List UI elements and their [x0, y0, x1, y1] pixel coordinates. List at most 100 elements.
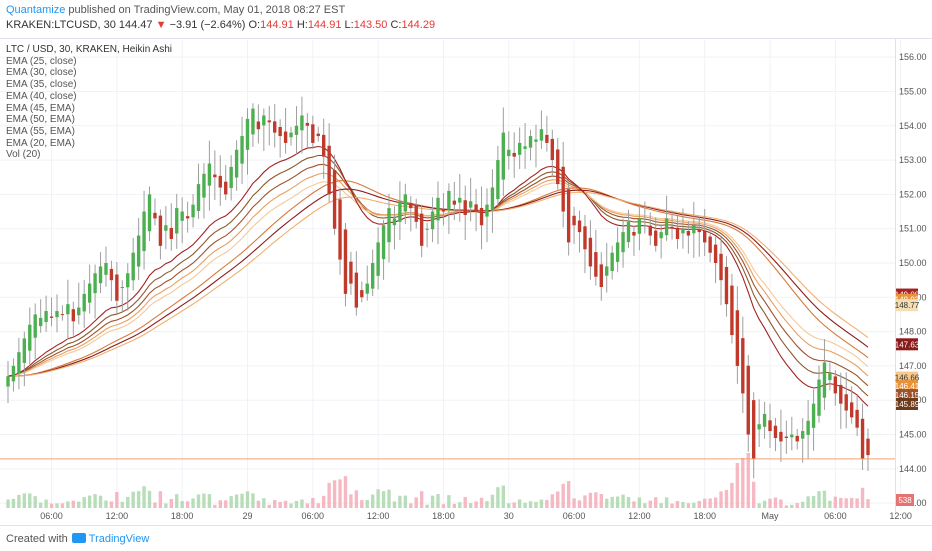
- volume-bar: [305, 503, 310, 508]
- candle-body: [822, 362, 827, 398]
- volume-bar: [479, 497, 484, 508]
- candle-body: [381, 225, 386, 260]
- candle-body: [17, 352, 21, 374]
- price-tick-label: 156.00: [899, 52, 927, 62]
- volume-bar: [534, 501, 538, 508]
- volume-bar: [713, 497, 718, 508]
- price-labels: 149.08148.93148.77147.63146.66146.41146.…: [895, 288, 920, 506]
- volume-bar: [180, 501, 184, 508]
- volume-bar: [860, 487, 865, 508]
- candle-body: [550, 138, 554, 161]
- candle-body: [60, 314, 65, 316]
- candle-body: [534, 139, 538, 142]
- publisher-link[interactable]: Quantamize: [6, 4, 66, 16]
- legend-ema-30[interactable]: EMA (30, close): [6, 67, 77, 79]
- candle-body: [142, 211, 146, 252]
- candle-body: [403, 194, 408, 212]
- volume-bar: [311, 498, 315, 508]
- volume-bar: [441, 504, 446, 508]
- volume-bar: [621, 494, 625, 508]
- legend-ema-55[interactable]: EMA (55, EMA): [6, 125, 75, 137]
- volume-bar: [686, 503, 691, 508]
- candle-body: [556, 149, 560, 185]
- candle-body: [839, 384, 843, 404]
- legend-ema-25[interactable]: EMA (25, close): [6, 55, 77, 67]
- price-tick-label: 148.00: [899, 327, 927, 337]
- volume-bar: [659, 503, 663, 508]
- volume-label-text: 538: [898, 496, 912, 505]
- volume-bar: [196, 494, 201, 508]
- low-label: L:: [344, 19, 354, 31]
- volume-bar: [120, 501, 124, 508]
- volume-bar: [833, 496, 838, 508]
- volume-bar: [38, 502, 43, 508]
- candle-body: [692, 225, 696, 234]
- candle-body: [800, 431, 805, 439]
- volume-bar: [22, 493, 27, 508]
- price-label-text: 146.41: [895, 382, 920, 391]
- volume-bar: [191, 498, 195, 508]
- volume-bar: [855, 498, 859, 508]
- candle-body: [370, 262, 375, 289]
- candle-body: [11, 365, 16, 382]
- volume-bar: [550, 494, 554, 508]
- candle-body: [507, 149, 511, 157]
- candle-body: [866, 438, 870, 456]
- published-text: published on TradingView.com, May 01, 20…: [68, 4, 346, 16]
- candle-body: [229, 166, 233, 189]
- publish-info: Quantamize published on TradingView.com,…: [6, 4, 345, 16]
- candle-body: [153, 212, 157, 219]
- legend-ema-40[interactable]: EMA (40, close): [6, 90, 77, 102]
- candle-body: [147, 194, 152, 232]
- candle-body: [354, 272, 359, 308]
- candle-body: [164, 225, 168, 231]
- legend-ema-35[interactable]: EMA (35, close): [6, 79, 77, 91]
- volume-bar: [360, 500, 364, 508]
- volume-bar: [697, 500, 701, 508]
- candle-body: [430, 211, 435, 230]
- candle-body: [485, 204, 489, 217]
- legend-volume[interactable]: Vol (20): [6, 149, 41, 161]
- price-change: −3.91 (−2.64%): [169, 19, 246, 31]
- legend-ema-50[interactable]: EMA (50, EMA): [6, 114, 75, 126]
- volume-bar: [822, 490, 827, 508]
- candle-body: [109, 268, 114, 281]
- volume-bar: [458, 502, 462, 508]
- volume-bar: [512, 502, 516, 508]
- volume-bar: [273, 499, 277, 508]
- price-label-text: 146.15: [895, 391, 920, 400]
- candle-body: [675, 227, 680, 239]
- volume-bar: [637, 497, 642, 508]
- volume-bar: [327, 482, 331, 508]
- legend-ema-45[interactable]: EMA (45, EMA): [6, 102, 75, 114]
- volume-bar: [746, 453, 750, 508]
- volume-bar: [735, 463, 740, 508]
- tradingview-link[interactable]: TradingView: [88, 533, 150, 545]
- candle-body: [300, 115, 304, 131]
- candle-body: [577, 220, 582, 233]
- candle-body: [267, 120, 271, 123]
- volume-bars: [6, 453, 870, 508]
- candle-body: [136, 235, 141, 267]
- volume-bar: [6, 499, 10, 508]
- volume-bar: [523, 502, 527, 508]
- volume-bar: [33, 496, 37, 508]
- price-label-text: 148.77: [895, 301, 920, 310]
- candle-body: [409, 202, 413, 209]
- candle-body: [463, 200, 467, 215]
- created-with-text: Created with: [6, 533, 68, 545]
- volume-bar: [147, 490, 152, 508]
- volume-bar: [610, 496, 614, 508]
- last-price: 144.47: [118, 19, 153, 31]
- candle-body: [126, 273, 130, 288]
- candle-body: [283, 131, 288, 143]
- chart-pane[interactable]: [0, 38, 896, 513]
- volume-bar: [17, 494, 21, 508]
- candles: [6, 96, 870, 479]
- legend-ema-20[interactable]: EMA (20, EMA): [6, 137, 75, 149]
- volume-bar: [267, 504, 271, 508]
- candle-body: [115, 274, 119, 301]
- volume-bar: [648, 500, 652, 508]
- candle-body: [523, 146, 527, 149]
